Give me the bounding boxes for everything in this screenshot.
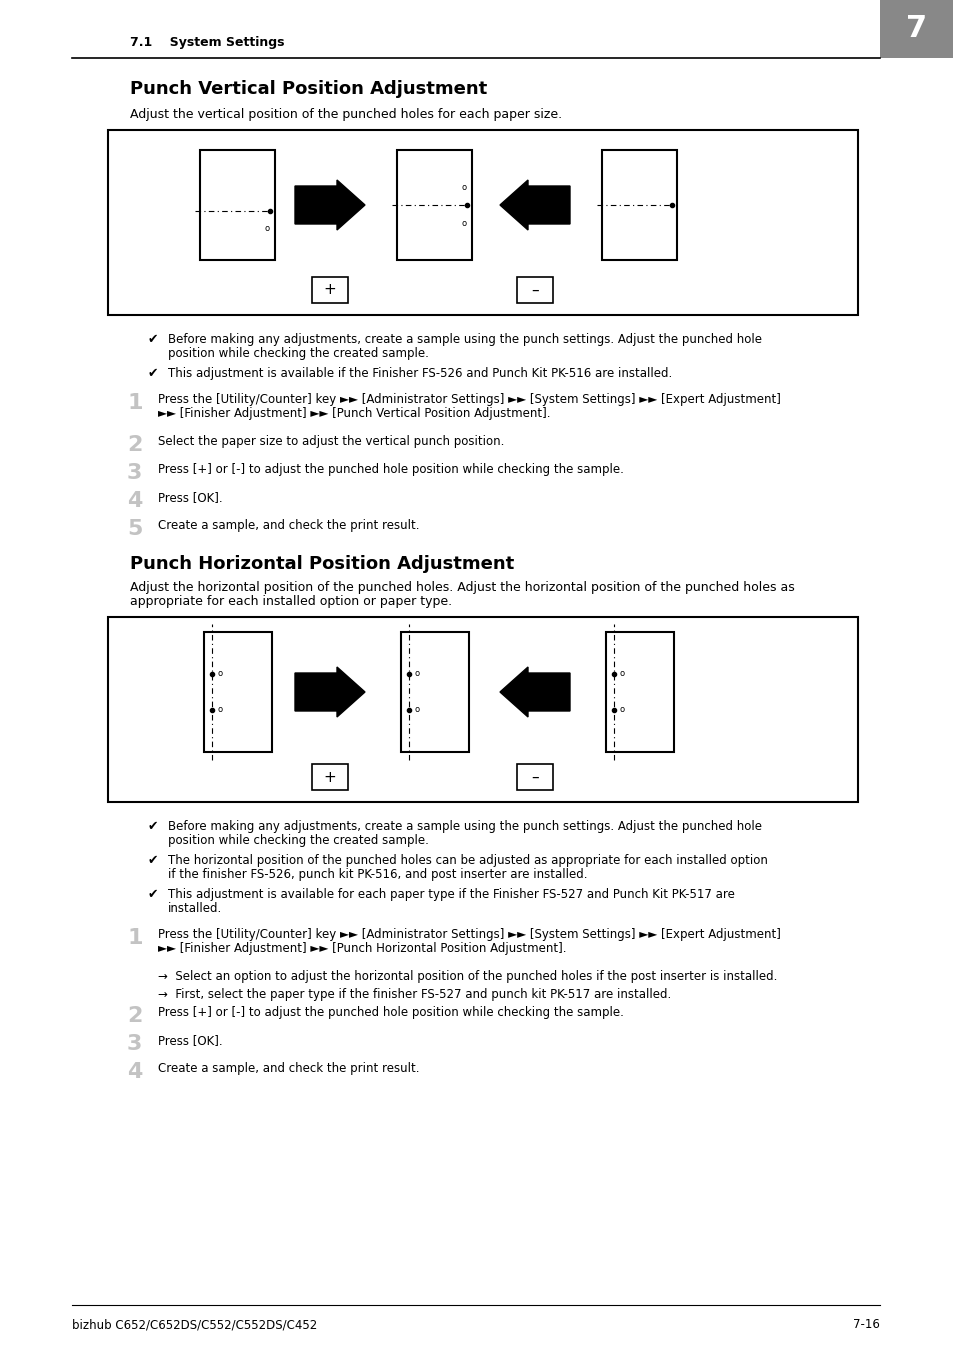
- Bar: [200, 150, 275, 261]
- Text: o: o: [415, 670, 419, 679]
- Text: +: +: [323, 282, 336, 297]
- Text: →  First, select the paper type if the finisher FS-527 and punch kit PK-517 are : → First, select the paper type if the fi…: [158, 988, 671, 1000]
- Bar: [400, 632, 469, 752]
- Bar: [108, 617, 857, 802]
- Text: Press [+] or [-] to adjust the punched hole position while checking the sample.: Press [+] or [-] to adjust the punched h…: [158, 1006, 623, 1019]
- Text: +: +: [323, 769, 336, 784]
- Text: 3: 3: [127, 463, 142, 483]
- Text: 2: 2: [127, 435, 142, 455]
- Text: Select the paper size to adjust the vertical punch position.: Select the paper size to adjust the vert…: [158, 435, 504, 448]
- Text: Adjust the horizontal position of the punched holes. Adjust the horizontal posit: Adjust the horizontal position of the pu…: [130, 580, 794, 594]
- Text: Press [OK].: Press [OK].: [158, 1034, 222, 1048]
- Text: Press the [Utility/Counter] key ►► [Administrator Settings] ►► [System Settings]: Press the [Utility/Counter] key ►► [Admi…: [158, 393, 781, 406]
- Text: o: o: [461, 219, 467, 228]
- Bar: [517, 277, 553, 302]
- Bar: [879, 0, 953, 58]
- Text: →  Select an option to adjust the horizontal position of the punched holes if th: → Select an option to adjust the horizon…: [158, 971, 777, 983]
- FancyArrow shape: [499, 180, 569, 230]
- Text: Create a sample, and check the print result.: Create a sample, and check the print res…: [158, 518, 419, 532]
- Text: installed.: installed.: [168, 902, 222, 915]
- Text: ►► [Finisher Adjustment] ►► [Punch Horizontal Position Adjustment].: ►► [Finisher Adjustment] ►► [Punch Horiz…: [158, 942, 566, 954]
- Text: bizhub C652/C652DS/C552/C552DS/C452: bizhub C652/C652DS/C552/C552DS/C452: [71, 1318, 317, 1331]
- Text: Before making any adjustments, create a sample using the punch settings. Adjust : Before making any adjustments, create a …: [168, 819, 761, 833]
- Text: –: –: [531, 769, 538, 784]
- Bar: [204, 632, 272, 752]
- Text: This adjustment is available for each paper type if the Finisher FS-527 and Punc: This adjustment is available for each pa…: [168, 888, 734, 900]
- Text: 5: 5: [127, 518, 142, 539]
- Bar: [108, 130, 857, 315]
- Text: o: o: [217, 670, 222, 679]
- Text: o: o: [618, 706, 624, 714]
- Text: 3: 3: [127, 1034, 142, 1054]
- Text: –: –: [531, 282, 538, 297]
- Text: Punch Horizontal Position Adjustment: Punch Horizontal Position Adjustment: [130, 555, 514, 572]
- Text: Before making any adjustments, create a sample using the punch settings. Adjust : Before making any adjustments, create a …: [168, 333, 761, 346]
- Text: ►► [Finisher Adjustment] ►► [Punch Vertical Position Adjustment].: ►► [Finisher Adjustment] ►► [Punch Verti…: [158, 406, 550, 420]
- Text: ✔: ✔: [148, 819, 158, 833]
- Text: appropriate for each installed option or paper type.: appropriate for each installed option or…: [130, 595, 452, 608]
- Text: if the finisher FS-526, punch kit PK-516, and post inserter are installed.: if the finisher FS-526, punch kit PK-516…: [168, 868, 587, 882]
- Text: Press the [Utility/Counter] key ►► [Administrator Settings] ►► [System Settings]: Press the [Utility/Counter] key ►► [Admi…: [158, 927, 781, 941]
- Bar: [517, 764, 553, 790]
- Text: Press [OK].: Press [OK].: [158, 491, 222, 504]
- Text: Punch Vertical Position Adjustment: Punch Vertical Position Adjustment: [130, 80, 487, 99]
- Bar: [312, 277, 348, 302]
- Text: 7-16: 7-16: [852, 1318, 879, 1331]
- Text: position while checking the created sample.: position while checking the created samp…: [168, 834, 429, 846]
- Text: 7.1    System Settings: 7.1 System Settings: [130, 36, 284, 49]
- Text: 7: 7: [905, 14, 926, 43]
- Bar: [605, 632, 673, 752]
- Text: Adjust the vertical position of the punched holes for each paper size.: Adjust the vertical position of the punc…: [130, 108, 561, 122]
- FancyArrow shape: [499, 667, 569, 717]
- FancyArrow shape: [294, 667, 365, 717]
- Text: o: o: [415, 706, 419, 714]
- Bar: [397, 150, 472, 261]
- Text: o: o: [217, 706, 222, 714]
- Text: Create a sample, and check the print result.: Create a sample, and check the print res…: [158, 1062, 419, 1075]
- Text: ✔: ✔: [148, 333, 158, 346]
- Text: The horizontal position of the punched holes can be adjusted as appropriate for : The horizontal position of the punched h…: [168, 855, 767, 867]
- Text: 1: 1: [127, 927, 142, 948]
- Text: ✔: ✔: [148, 855, 158, 867]
- Text: ✔: ✔: [148, 888, 158, 900]
- Text: 1: 1: [127, 393, 142, 413]
- FancyArrow shape: [294, 180, 365, 230]
- Text: This adjustment is available if the Finisher FS-526 and Punch Kit PK-516 are ins: This adjustment is available if the Fini…: [168, 367, 672, 379]
- Text: Press [+] or [-] to adjust the punched hole position while checking the sample.: Press [+] or [-] to adjust the punched h…: [158, 463, 623, 477]
- Text: o: o: [618, 670, 624, 679]
- Text: position while checking the created sample.: position while checking the created samp…: [168, 347, 429, 360]
- Text: ✔: ✔: [148, 367, 158, 379]
- Text: o: o: [265, 224, 270, 234]
- Text: 4: 4: [127, 491, 142, 512]
- Bar: [602, 150, 677, 261]
- Text: o: o: [461, 182, 467, 192]
- Text: 4: 4: [127, 1062, 142, 1081]
- Text: 2: 2: [127, 1006, 142, 1026]
- Bar: [312, 764, 348, 790]
